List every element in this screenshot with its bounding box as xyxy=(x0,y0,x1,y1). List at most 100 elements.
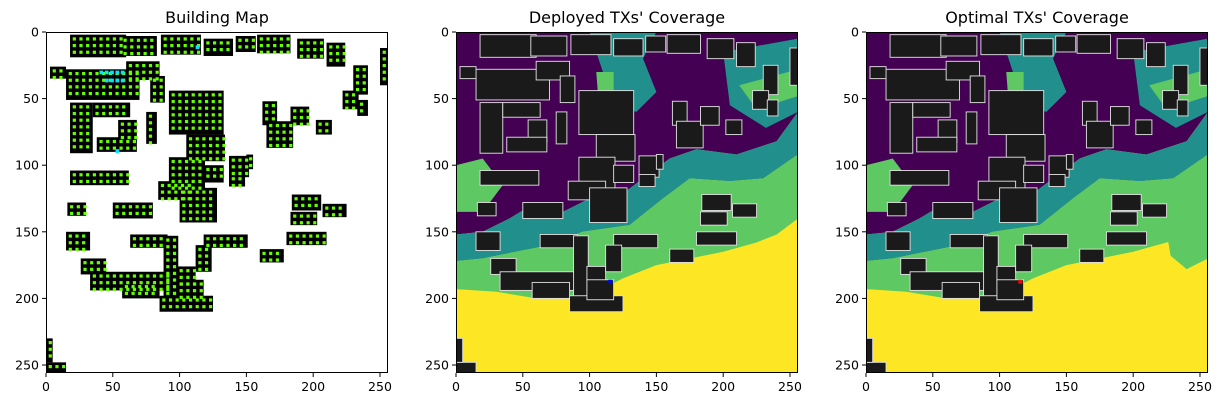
building xyxy=(941,281,981,299)
candidate-site xyxy=(275,143,279,148)
candidate-sites xyxy=(48,37,386,369)
candidate-site xyxy=(148,121,153,125)
candidate-site xyxy=(86,125,90,129)
building xyxy=(522,202,564,219)
candidate-site xyxy=(102,78,106,82)
plot-area xyxy=(46,32,388,373)
candidate-site xyxy=(48,341,52,345)
candidate-site xyxy=(82,247,86,251)
building xyxy=(675,120,704,149)
candidate-site xyxy=(178,179,182,184)
candidate-site xyxy=(92,281,96,285)
building xyxy=(869,66,887,80)
candidate-site xyxy=(198,254,202,258)
candidate-site xyxy=(202,210,206,214)
candidate-site xyxy=(92,50,96,54)
candidate-site xyxy=(195,197,199,201)
candidate-site xyxy=(351,99,356,104)
candidate-site xyxy=(259,50,263,54)
candidate-site xyxy=(79,145,83,149)
candidate-site xyxy=(222,150,226,154)
candidate-site xyxy=(351,93,356,97)
x-tick-label: 100 xyxy=(168,379,192,394)
building xyxy=(1076,34,1111,54)
candidate-site xyxy=(331,206,336,210)
building xyxy=(1106,231,1148,246)
candidate-site xyxy=(315,241,320,245)
candidate-site xyxy=(202,298,206,302)
candidate-site xyxy=(92,173,96,177)
candidate-site xyxy=(112,37,117,41)
candidate-site xyxy=(95,78,99,82)
candidate-site xyxy=(126,287,130,291)
candidate-site xyxy=(172,271,177,275)
candidate-site xyxy=(215,150,219,154)
candidate-site xyxy=(271,117,275,121)
candidate-site xyxy=(329,51,333,56)
candidate-site xyxy=(146,287,150,291)
candidate-site xyxy=(319,54,324,58)
candidate-site xyxy=(135,70,139,74)
building xyxy=(980,34,1022,56)
building xyxy=(725,119,743,136)
candidate-site xyxy=(148,63,153,68)
candidate-site xyxy=(166,274,170,278)
candidate-site xyxy=(106,139,110,144)
x-tick-label: 100 xyxy=(578,379,602,394)
candidate-site xyxy=(188,143,193,148)
candidate-site xyxy=(127,122,131,126)
candidate-site xyxy=(204,106,209,110)
candidate-site xyxy=(146,243,150,247)
candidate-site xyxy=(208,150,213,154)
candidate-site xyxy=(126,281,130,285)
candidate-site xyxy=(102,91,106,96)
building xyxy=(655,154,664,170)
candidate-site xyxy=(192,295,197,299)
candidate-site xyxy=(102,85,106,89)
candidate-site xyxy=(148,211,153,216)
building xyxy=(866,361,887,373)
candidate-site xyxy=(204,99,209,104)
candidate-site xyxy=(286,50,290,54)
candidate-site xyxy=(259,37,263,41)
building xyxy=(535,60,571,81)
candidate-site xyxy=(192,282,197,286)
candidate-site xyxy=(191,186,195,190)
candidate-site xyxy=(128,205,133,209)
candidate-site xyxy=(72,145,76,149)
candidate-site xyxy=(382,77,386,81)
candidate-site xyxy=(301,203,305,208)
candidate-site xyxy=(120,122,125,126)
candidate-site xyxy=(170,50,174,54)
candidate-site xyxy=(124,285,129,289)
candidate-site xyxy=(211,119,215,124)
candidate-site xyxy=(178,126,182,130)
coverage-mid xyxy=(1166,218,1208,270)
candidate-site xyxy=(79,125,83,129)
candidate-site xyxy=(146,281,150,285)
candidate-site xyxy=(295,234,300,238)
candidate-site xyxy=(75,91,79,96)
candidate-site xyxy=(204,254,209,258)
candidate-site xyxy=(72,105,76,109)
candidate-site xyxy=(142,77,146,81)
building xyxy=(290,211,318,226)
candidate-site xyxy=(106,179,110,184)
candidate-site xyxy=(102,105,106,109)
candidate-site xyxy=(307,203,312,208)
candidate-site xyxy=(191,179,195,184)
building xyxy=(589,187,628,223)
candidate-site xyxy=(211,93,215,97)
candidate-site xyxy=(286,37,290,41)
candidate-site xyxy=(275,258,279,262)
candidate-site xyxy=(79,50,83,54)
candidate-site xyxy=(282,137,286,141)
candidate-site xyxy=(202,157,206,161)
candidate-site xyxy=(99,146,103,150)
candidate-site xyxy=(269,123,273,128)
y-tick-label: 0 xyxy=(851,25,859,40)
candidate-site xyxy=(195,217,199,221)
candidate-site xyxy=(271,103,275,108)
building xyxy=(732,203,758,218)
candidate-site xyxy=(222,157,226,161)
